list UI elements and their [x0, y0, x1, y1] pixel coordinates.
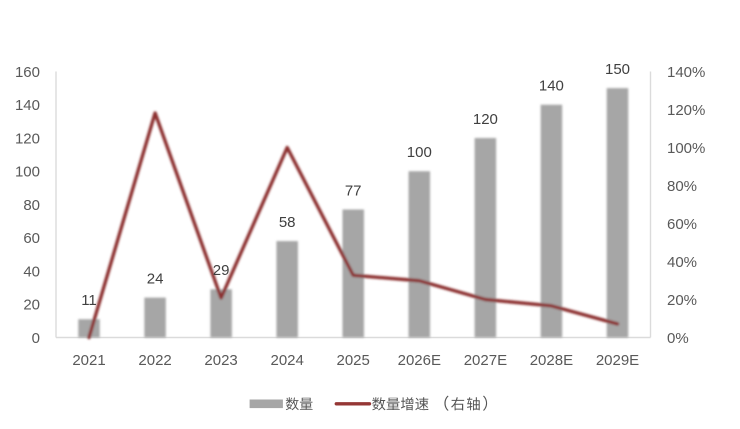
- svg-text:120%: 120%: [667, 102, 705, 119]
- svg-text:100%: 100%: [667, 140, 705, 157]
- svg-text:40: 40: [23, 263, 40, 280]
- svg-text:80%: 80%: [667, 178, 697, 195]
- svg-text:0: 0: [32, 330, 40, 347]
- svg-text:120: 120: [473, 111, 498, 128]
- svg-text:2021: 2021: [72, 352, 105, 369]
- svg-text:140%: 140%: [667, 64, 705, 81]
- svg-text:2026E: 2026E: [398, 352, 441, 369]
- svg-text:100: 100: [15, 164, 40, 181]
- svg-text:2027E: 2027E: [464, 352, 507, 369]
- svg-text:58: 58: [279, 214, 296, 231]
- svg-text:40%: 40%: [667, 254, 697, 271]
- svg-text:2029E: 2029E: [596, 352, 639, 369]
- svg-text:150: 150: [605, 61, 630, 78]
- svg-text:2023: 2023: [204, 352, 237, 369]
- svg-text:2024: 2024: [271, 352, 304, 369]
- svg-text:24: 24: [147, 270, 164, 287]
- svg-text:29: 29: [213, 262, 230, 279]
- svg-text:20: 20: [23, 297, 40, 314]
- svg-text:140: 140: [15, 97, 40, 114]
- svg-text:100: 100: [407, 144, 432, 161]
- svg-text:20%: 20%: [667, 292, 697, 309]
- svg-text:77: 77: [345, 182, 362, 199]
- svg-text:0%: 0%: [667, 330, 689, 347]
- svg-text:11: 11: [81, 292, 97, 309]
- svg-text:2028E: 2028E: [530, 352, 573, 369]
- svg-text:140: 140: [539, 78, 564, 95]
- svg-text:80: 80: [23, 197, 40, 214]
- svg-text:120: 120: [15, 130, 40, 147]
- svg-text:60: 60: [23, 230, 40, 247]
- svg-text:160: 160: [15, 64, 40, 81]
- svg-text:60%: 60%: [667, 216, 697, 233]
- svg-text:2022: 2022: [138, 352, 171, 369]
- svg-text:2025: 2025: [337, 352, 370, 369]
